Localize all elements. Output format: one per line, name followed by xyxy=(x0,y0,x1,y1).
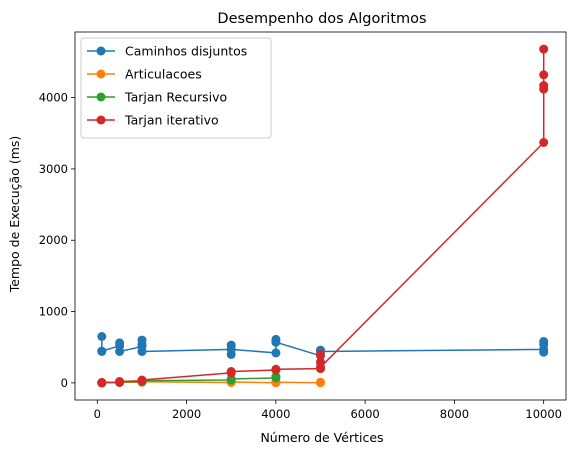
legend-marker-2 xyxy=(96,92,106,102)
x-axis-label: Número de Vértices xyxy=(260,430,383,445)
legend-marker-1 xyxy=(96,69,106,79)
x-tick-label-3: 6000 xyxy=(350,407,379,421)
legend-label-0: Caminhos disjuntos xyxy=(125,44,247,59)
series-0-point-5 xyxy=(115,347,125,356)
series-3-point-12 xyxy=(316,349,325,359)
series-0-point-16 xyxy=(271,337,281,347)
y-tick-label-2: 2000 xyxy=(39,233,68,247)
chart-title: Desempenho dos Algoritmos xyxy=(217,11,426,27)
y-tick-label-3: 3000 xyxy=(39,162,68,176)
series-0-point-13 xyxy=(226,344,236,354)
series-0-point-22 xyxy=(539,347,549,357)
y-axis-label: Tempo de Execução (ms) xyxy=(7,136,22,294)
axes-layer: 0 2000 4000 6000 8000 10000 0 1000 2000 3000 4000 xyxy=(39,31,567,421)
series-0-point-2 xyxy=(97,346,107,356)
y-tick-label-4: 4000 xyxy=(39,91,68,105)
series-3-point-3 xyxy=(115,377,125,386)
series-3-point-16 xyxy=(539,70,549,80)
series-0-point-8 xyxy=(137,339,147,349)
series-0-point-1 xyxy=(97,332,107,341)
x-tick-label-4: 8000 xyxy=(440,407,469,421)
series-3-point-13 xyxy=(316,362,325,372)
series-0-point-14 xyxy=(271,348,281,358)
series-0-point-23 xyxy=(539,339,549,349)
series-1-point-11 xyxy=(316,377,325,387)
series-2-point-9 xyxy=(271,372,281,381)
plot-frame xyxy=(74,31,567,401)
x-tick-label-0: 0 xyxy=(94,407,101,421)
x-tick-label-1: 2000 xyxy=(172,407,201,421)
series-3-point-17 xyxy=(539,44,549,54)
series-0-point-4 xyxy=(115,338,125,348)
x-tick-label-2: 4000 xyxy=(261,407,290,421)
y-tick-label-1: 1000 xyxy=(39,305,68,319)
series-3-point-7 xyxy=(226,367,236,376)
series-3-point-5 xyxy=(137,375,147,385)
legend-box xyxy=(80,37,272,139)
legend-label-2: Tarjan Recursivo xyxy=(124,90,227,105)
legend-marker-3 xyxy=(96,115,106,125)
legend-marker-0 xyxy=(96,46,106,56)
legend-label-1: Articulacoes xyxy=(125,67,202,82)
series-3-point-9 xyxy=(271,364,281,374)
series-3-point-14 xyxy=(539,138,549,147)
y-tick-label-0: 0 xyxy=(61,376,68,390)
series-3-point-18 xyxy=(539,81,549,90)
series-0-point-9 xyxy=(137,347,147,356)
legend: Caminhos disjuntos Articulacoes Tarjan Rec… xyxy=(80,37,272,139)
series-3-point-1 xyxy=(97,378,107,387)
x-tick-label-5: 10000 xyxy=(525,407,562,421)
legend-label-3: Tarjan iterativo xyxy=(124,113,219,128)
series-layer xyxy=(97,44,549,388)
